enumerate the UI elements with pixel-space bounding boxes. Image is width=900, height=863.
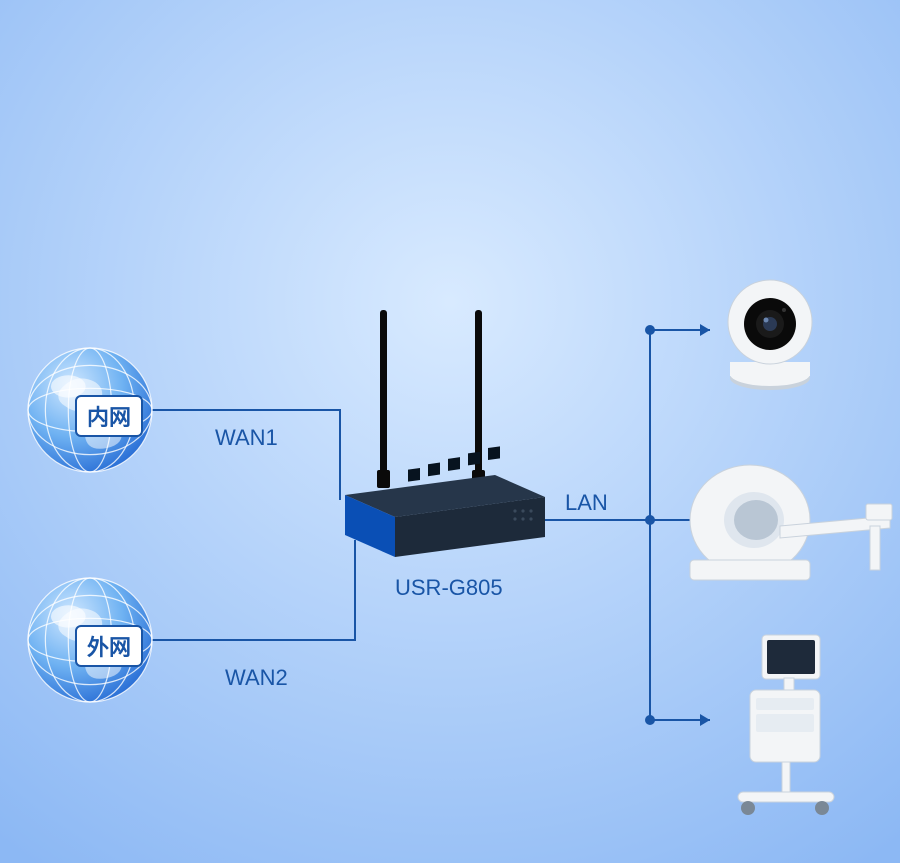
wan1-label: WAN1 — [215, 425, 278, 451]
lan-label: LAN — [565, 490, 608, 516]
diagram-canvas: 内网 外网 USR-G805 WAN1 WAN2 LAN — [0, 0, 900, 863]
medical-cart-device-icon — [0, 0, 900, 863]
wan2-label: WAN2 — [225, 665, 288, 691]
